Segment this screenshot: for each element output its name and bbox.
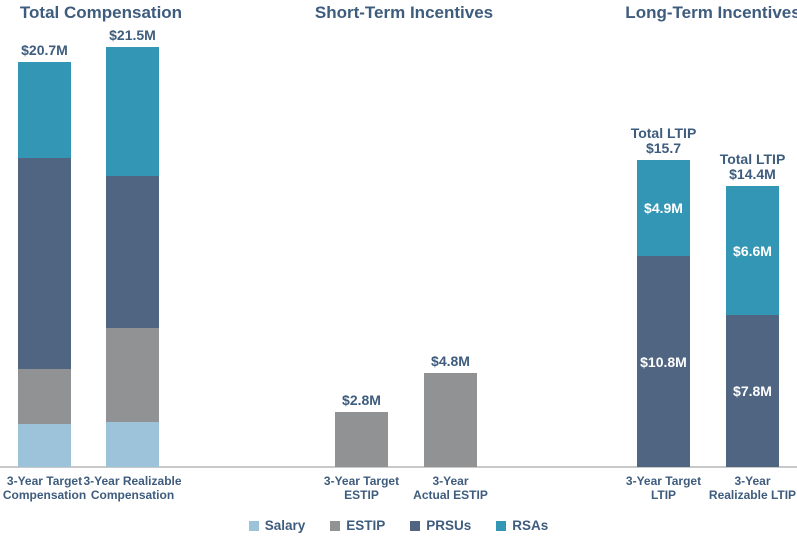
legend-swatch-salary xyxy=(248,520,259,531)
category-label-3-year-target-ltip: 3-Year Target LTIP xyxy=(625,474,702,502)
chart-title-long-term-incentives: Long-Term Incentives xyxy=(625,3,797,22)
bar-segment-rsas xyxy=(106,47,159,176)
bar-total-label: Total LTIP $14.4M xyxy=(719,151,786,182)
bar-segment-prsus xyxy=(637,256,690,467)
bar-segment-salary xyxy=(106,422,159,467)
bar-segment-rsas xyxy=(726,186,779,315)
segment-value-label: $6.6M xyxy=(733,243,772,259)
bar-total-label: Total LTIP $15.7 xyxy=(630,125,697,156)
legend-item-salary: Salary xyxy=(248,518,306,533)
category-label-3-year-actual-estip: 3-Year Actual ESTIP xyxy=(413,474,488,502)
bar-segment-estip xyxy=(424,373,477,467)
bar-segment-estip xyxy=(18,369,71,424)
chart-title-total-compensation: Total Compensation xyxy=(19,3,183,22)
bar-total-label: $21.5M xyxy=(109,27,156,43)
category-label-3-year-realizable-ltip: 3-Year Realizable LTIP xyxy=(708,474,797,502)
bar-segment-rsas xyxy=(18,62,71,158)
chart-title-short-term-incentives: Short-Term Incentives xyxy=(314,3,494,22)
legend-swatch-rsas xyxy=(496,520,507,531)
bar-segment-prsus xyxy=(106,176,159,328)
bar-total-label: $4.8M xyxy=(431,353,470,369)
legend-swatch-prsus xyxy=(410,520,421,531)
category-label-3-year-target-estip: 3-Year Target ESTIP xyxy=(323,474,400,502)
bar-segment-prsus xyxy=(18,158,71,369)
bar-total-label: $20.7M xyxy=(21,42,68,58)
bar-segment-estip xyxy=(106,328,159,422)
bar-segment-salary xyxy=(18,424,71,467)
legend-item-prsus: PRSUs xyxy=(410,518,471,533)
bar-segment-estip xyxy=(335,412,388,467)
segment-value-label: $10.8M xyxy=(640,354,687,370)
bar-total-label: $2.8M xyxy=(342,392,381,408)
bar-segment-prsus xyxy=(726,315,779,467)
segment-value-label: $4.9M xyxy=(644,200,683,216)
legend-item-estip: ESTIP xyxy=(330,518,385,533)
legend-swatch-estip xyxy=(330,520,341,531)
legend-label: Salary xyxy=(264,518,306,533)
x-axis-line xyxy=(0,466,797,468)
legend-label: PRSUs xyxy=(426,518,472,533)
legend-label: RSAs xyxy=(512,518,549,533)
legend-label: ESTIP xyxy=(346,518,386,533)
legend-item-rsas: RSAs xyxy=(496,518,548,533)
legend: Salary ESTIP PRSUs RSAs xyxy=(0,518,797,533)
category-label-3-year-realizable-compensation: 3-Year Realizable Compensation xyxy=(83,474,182,502)
category-label-3-year-target-compensation: 3-Year Target Compensation xyxy=(2,474,87,502)
bar-segment-rsas xyxy=(637,160,690,256)
segment-value-label: $7.8M xyxy=(733,383,772,399)
